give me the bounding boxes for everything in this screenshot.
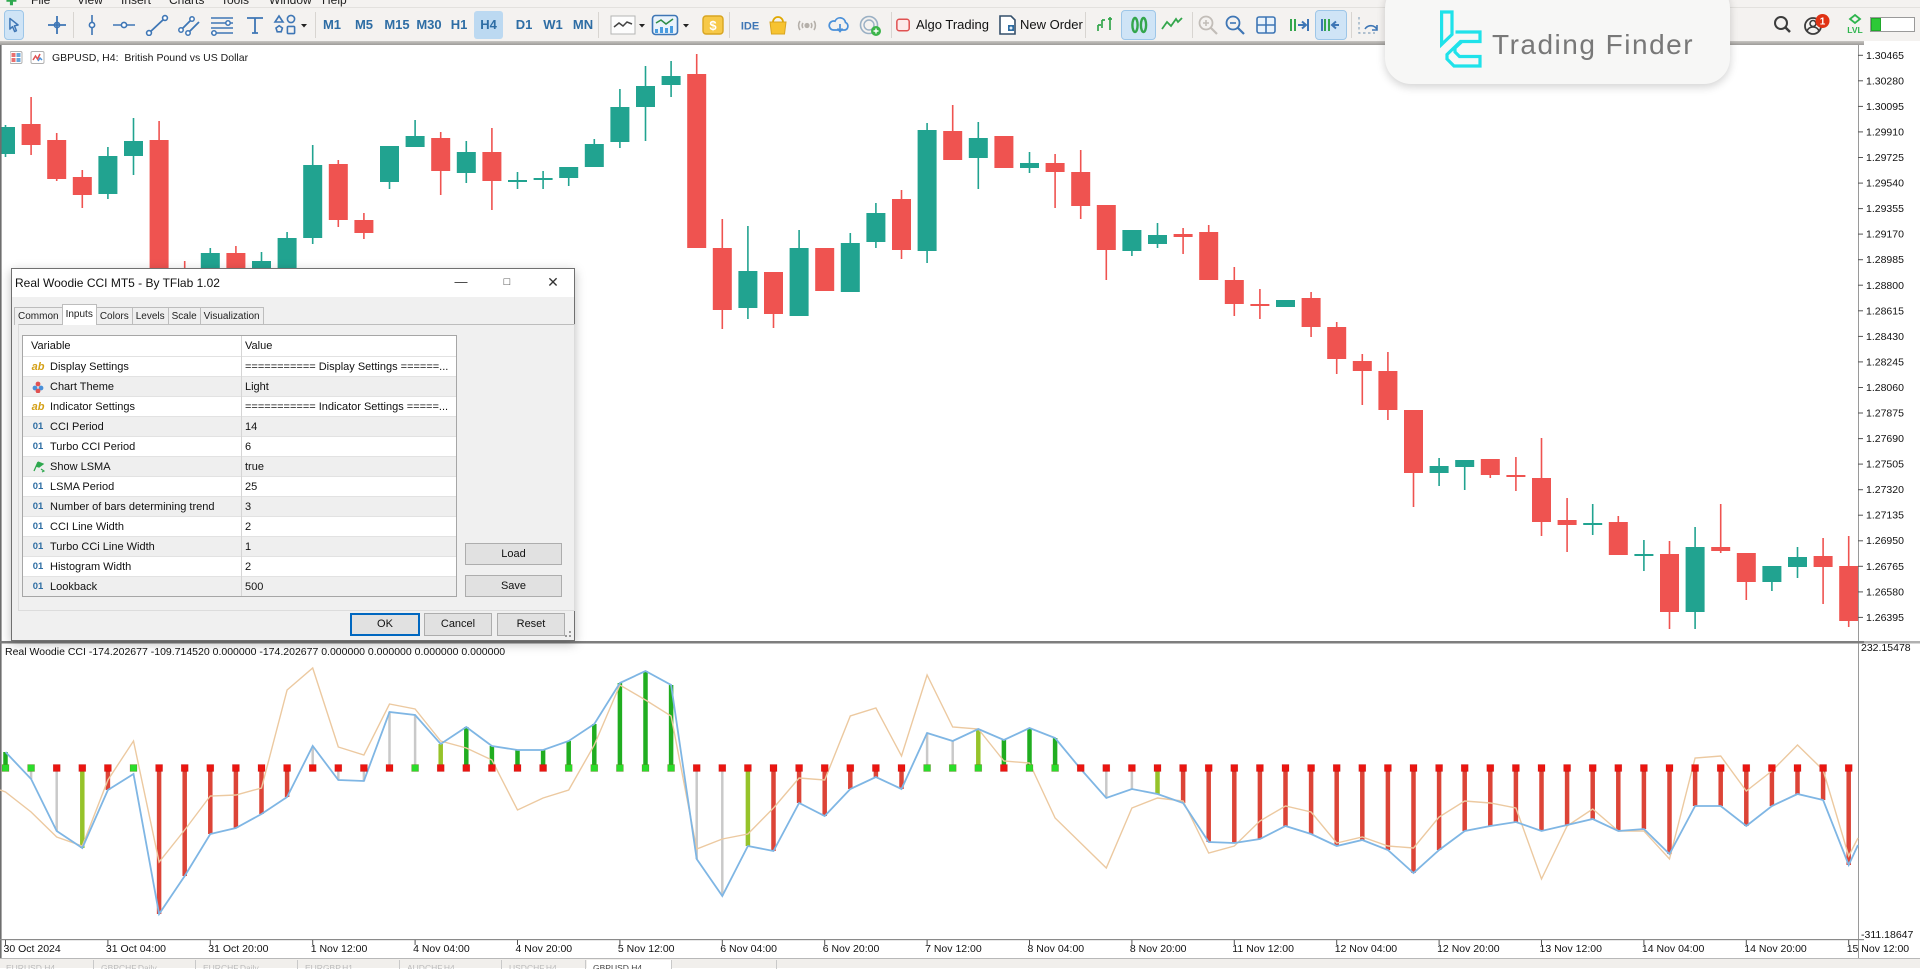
svg-text:1.26395: 1.26395 bbox=[1866, 612, 1904, 624]
svg-text:30 Oct 2024: 30 Oct 2024 bbox=[4, 943, 61, 955]
svg-text:1.29910: 1.29910 bbox=[1866, 126, 1904, 138]
svg-text:7 Nov 12:00: 7 Nov 12:00 bbox=[925, 943, 982, 955]
svg-text:4 Nov 20:00: 4 Nov 20:00 bbox=[516, 943, 573, 955]
svg-text:1.29540: 1.29540 bbox=[1866, 178, 1904, 190]
svg-text:5 Nov 12:00: 5 Nov 12:00 bbox=[618, 943, 675, 955]
svg-text:1.27505: 1.27505 bbox=[1866, 459, 1904, 471]
svg-text:14 Nov 20:00: 14 Nov 20:00 bbox=[1744, 943, 1807, 955]
svg-text:232.15478: 232.15478 bbox=[1861, 642, 1911, 654]
svg-text:1.27690: 1.27690 bbox=[1866, 433, 1904, 445]
svg-text:1.28985: 1.28985 bbox=[1866, 254, 1904, 266]
svg-text:11 Nov 12:00: 11 Nov 12:00 bbox=[1232, 943, 1294, 955]
svg-text:1.28060: 1.28060 bbox=[1866, 382, 1904, 394]
svg-text:12 Nov 20:00: 12 Nov 20:00 bbox=[1437, 943, 1500, 955]
svg-text:1 Nov 12:00: 1 Nov 12:00 bbox=[311, 943, 368, 955]
svg-text:31 Oct 20:00: 31 Oct 20:00 bbox=[208, 943, 268, 955]
svg-text:8 Nov 04:00: 8 Nov 04:00 bbox=[1028, 943, 1085, 955]
svg-text:12 Nov 04:00: 12 Nov 04:00 bbox=[1335, 943, 1398, 955]
svg-text:1.29170: 1.29170 bbox=[1866, 229, 1904, 241]
svg-text:14 Nov 04:00: 14 Nov 04:00 bbox=[1642, 943, 1705, 955]
svg-text:1.30280: 1.30280 bbox=[1866, 75, 1904, 87]
svg-text:-311.18647: -311.18647 bbox=[1861, 929, 1914, 941]
svg-text:8 Nov 20:00: 8 Nov 20:00 bbox=[1130, 943, 1187, 955]
svg-text:1.28430: 1.28430 bbox=[1866, 331, 1904, 343]
svg-text:31 Oct 04:00: 31 Oct 04:00 bbox=[106, 943, 166, 955]
svg-text:6 Nov 20:00: 6 Nov 20:00 bbox=[823, 943, 880, 955]
svg-text:1.26765: 1.26765 bbox=[1866, 561, 1904, 573]
svg-text:1.30465: 1.30465 bbox=[1866, 50, 1904, 62]
svg-text:1: 1 bbox=[1820, 17, 1826, 28]
svg-text:Real Woodie CCI -174.202677 -1: Real Woodie CCI -174.202677 -109.714520 … bbox=[5, 646, 505, 658]
svg-text:15 Nov 12:00: 15 Nov 12:00 bbox=[1847, 943, 1910, 955]
svg-text:6 Nov 04:00: 6 Nov 04:00 bbox=[720, 943, 777, 955]
svg-text:13 Nov 12:00: 13 Nov 12:00 bbox=[1540, 943, 1603, 955]
svg-text:4 Nov 04:00: 4 Nov 04:00 bbox=[413, 943, 470, 955]
svg-text:IDE: IDE bbox=[740, 21, 758, 33]
svg-text:1.26950: 1.26950 bbox=[1866, 535, 1904, 547]
svg-text:$: $ bbox=[709, 18, 717, 33]
svg-text:1.29725: 1.29725 bbox=[1866, 152, 1904, 164]
svg-text:1.30095: 1.30095 bbox=[1866, 101, 1904, 113]
svg-text:1.26580: 1.26580 bbox=[1866, 586, 1904, 598]
svg-text:LVL: LVL bbox=[1847, 25, 1862, 35]
svg-text:1.28800: 1.28800 bbox=[1866, 280, 1904, 292]
svg-text:1.27135: 1.27135 bbox=[1866, 510, 1904, 522]
svg-text:1.27875: 1.27875 bbox=[1866, 408, 1904, 420]
svg-text:1.29355: 1.29355 bbox=[1866, 203, 1904, 215]
svg-text:1.28245: 1.28245 bbox=[1866, 356, 1904, 368]
svg-text:1.27320: 1.27320 bbox=[1866, 484, 1904, 496]
svg-text:1.28615: 1.28615 bbox=[1866, 305, 1904, 317]
